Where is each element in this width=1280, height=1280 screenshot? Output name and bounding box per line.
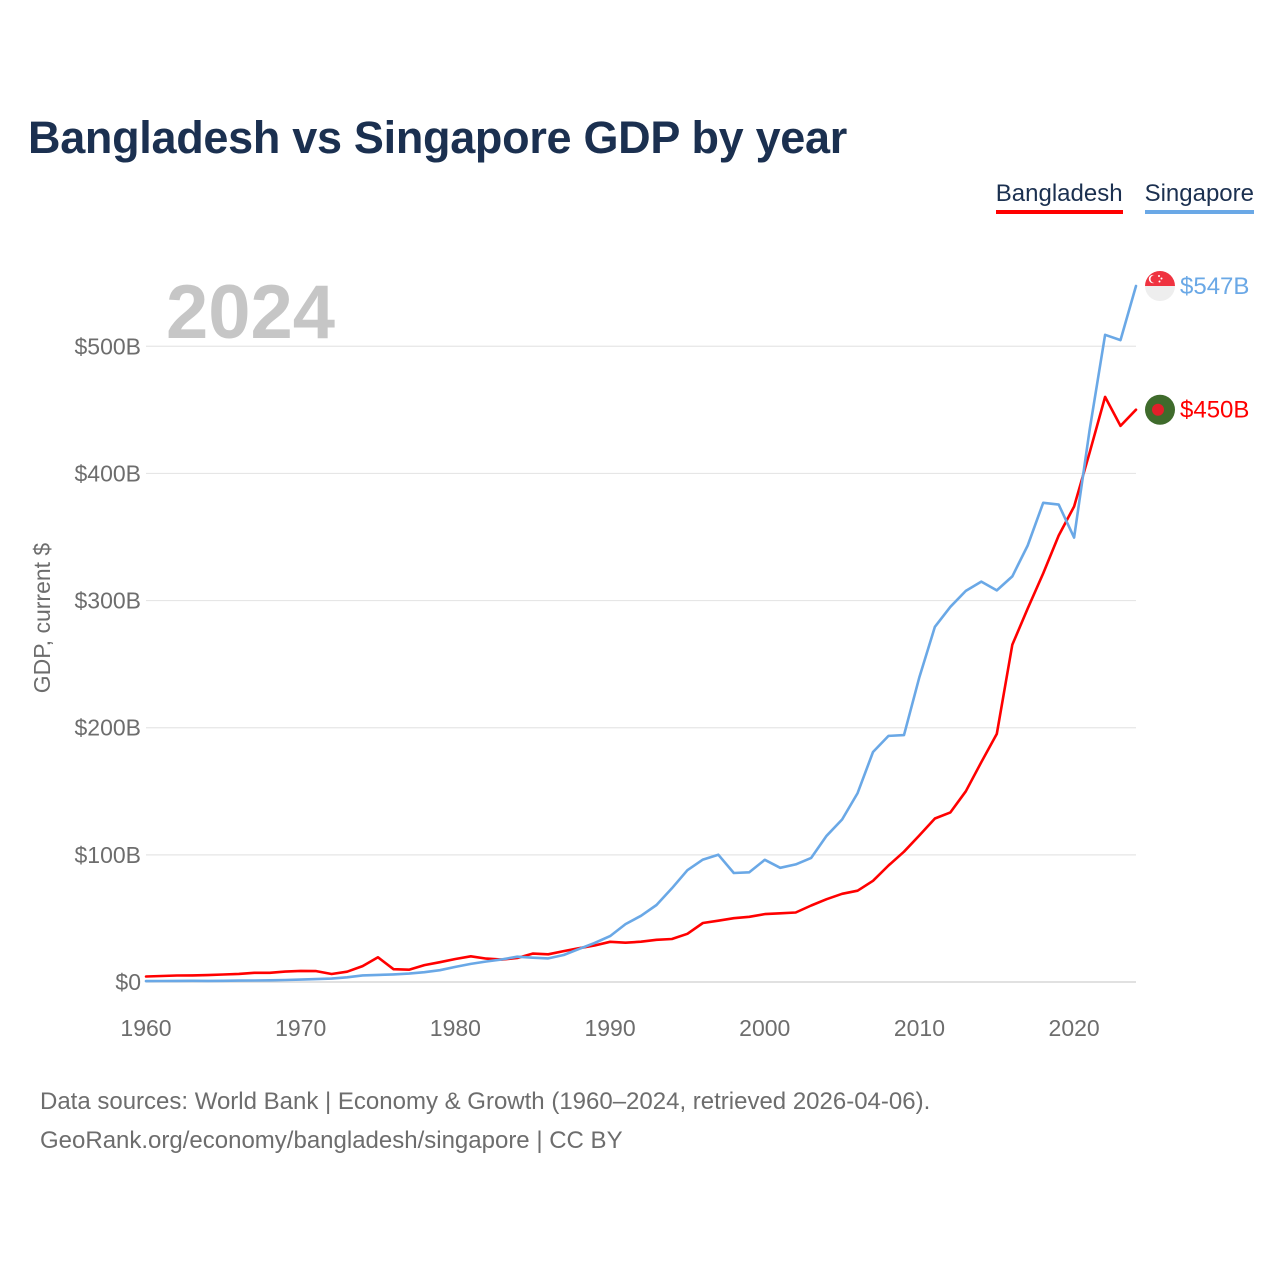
footer: Data sources: World Bank | Economy & Gro… <box>40 1082 930 1160</box>
legend-item-singapore[interactable]: Singapore <box>1144 180 1254 214</box>
end-marker-bangladesh: $450B <box>1145 394 1249 425</box>
chart-title: Bangladesh vs Singapore GDP by year <box>28 112 847 163</box>
legend-item-bangladesh[interactable]: Bangladesh <box>995 180 1123 214</box>
end-value-label-bangladesh: $450B <box>1180 397 1249 424</box>
x-tick-label: 1990 <box>584 1015 635 1041</box>
end-value-label-singapore: $547B <box>1180 273 1249 300</box>
year-label: 2024 <box>166 270 335 355</box>
y-tick-label: $300B <box>74 588 141 614</box>
x-tick-label: 1970 <box>275 1015 326 1041</box>
y-axis-title: GDP, current $ <box>29 543 55 694</box>
end-marker-singapore: $547B <box>1145 271 1249 302</box>
singapore-flag-icon <box>1145 271 1175 302</box>
y-tick-label: $500B <box>74 333 141 359</box>
series-line-bangladesh <box>144 395 1138 978</box>
x-tick-label: 2000 <box>739 1015 790 1041</box>
bangladesh-flag-icon <box>1145 394 1175 425</box>
attribution-link[interactable]: GeoRank.org/economy/bangladesh/singapore… <box>40 1127 623 1154</box>
legend: Bangladesh Singapore <box>995 180 1254 214</box>
x-tick-label: 1960 <box>120 1015 171 1041</box>
x-tick-label: 1980 <box>430 1015 481 1041</box>
series-line-singapore <box>144 284 1138 983</box>
y-tick-label: $0 <box>115 969 141 995</box>
x-tick-label: 2020 <box>1049 1015 1100 1041</box>
x-tick-label: 2010 <box>894 1015 945 1041</box>
y-tick-label: $100B <box>74 842 141 868</box>
data-source-note: Data sources: World Bank | Economy & Gro… <box>40 1088 931 1115</box>
y-tick-label: $400B <box>74 460 141 486</box>
y-tick-label: $200B <box>74 715 141 741</box>
